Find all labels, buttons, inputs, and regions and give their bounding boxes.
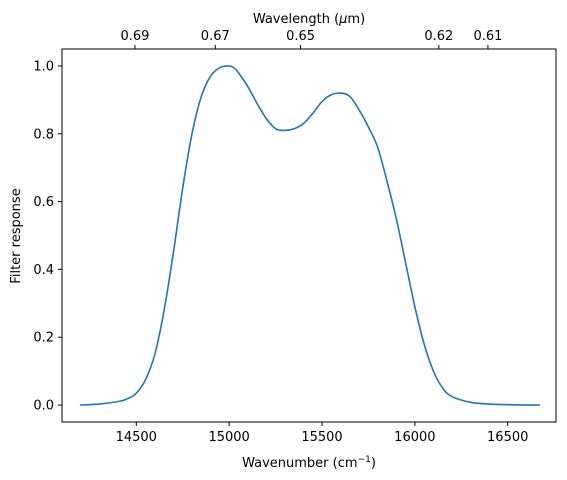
y-tick-label: 0.4	[33, 263, 54, 278]
top-axis-ticks: 0.69 0.67 0.65 0.62 0.61	[120, 29, 502, 49]
plot-frame	[61, 48, 557, 423]
x-axis-label: Wavenumber (cm−1)	[242, 455, 376, 471]
left-axis-ticks: 0.0 0.2 0.4 0.6 0.8 1.0	[33, 59, 62, 414]
top-tick-label: 0.61	[473, 29, 502, 44]
top-axis-label: Wavelength (μm)	[253, 12, 365, 27]
bottom-axis-ticks: 14500 15000 15500 16000 16500	[116, 422, 528, 445]
y-tick-label: 1.0	[33, 59, 54, 74]
series-line	[79, 65, 541, 406]
x-tick-label: 15500	[301, 430, 342, 445]
top-axis-label-mu: μ	[338, 12, 347, 27]
x-tick-label: 14500	[116, 430, 157, 445]
y-tick-label: 0.2	[33, 331, 54, 346]
x-tick-label: 15000	[208, 430, 249, 445]
y-tick-label: 0.6	[33, 195, 54, 210]
top-tick-label: 0.62	[424, 29, 453, 44]
y-tick-label: 0.0	[33, 399, 54, 414]
x-axis-label-exponent: −1	[358, 455, 371, 465]
top-tick-label: 0.67	[201, 29, 230, 44]
top-tick-label: 0.65	[286, 29, 315, 44]
top-tick-label: 0.69	[120, 29, 149, 44]
x-tick-label: 16500	[487, 430, 528, 445]
x-tick-label: 16000	[394, 430, 435, 445]
y-axis-label: Filter response	[9, 188, 24, 283]
y-tick-label: 0.8	[33, 127, 54, 142]
